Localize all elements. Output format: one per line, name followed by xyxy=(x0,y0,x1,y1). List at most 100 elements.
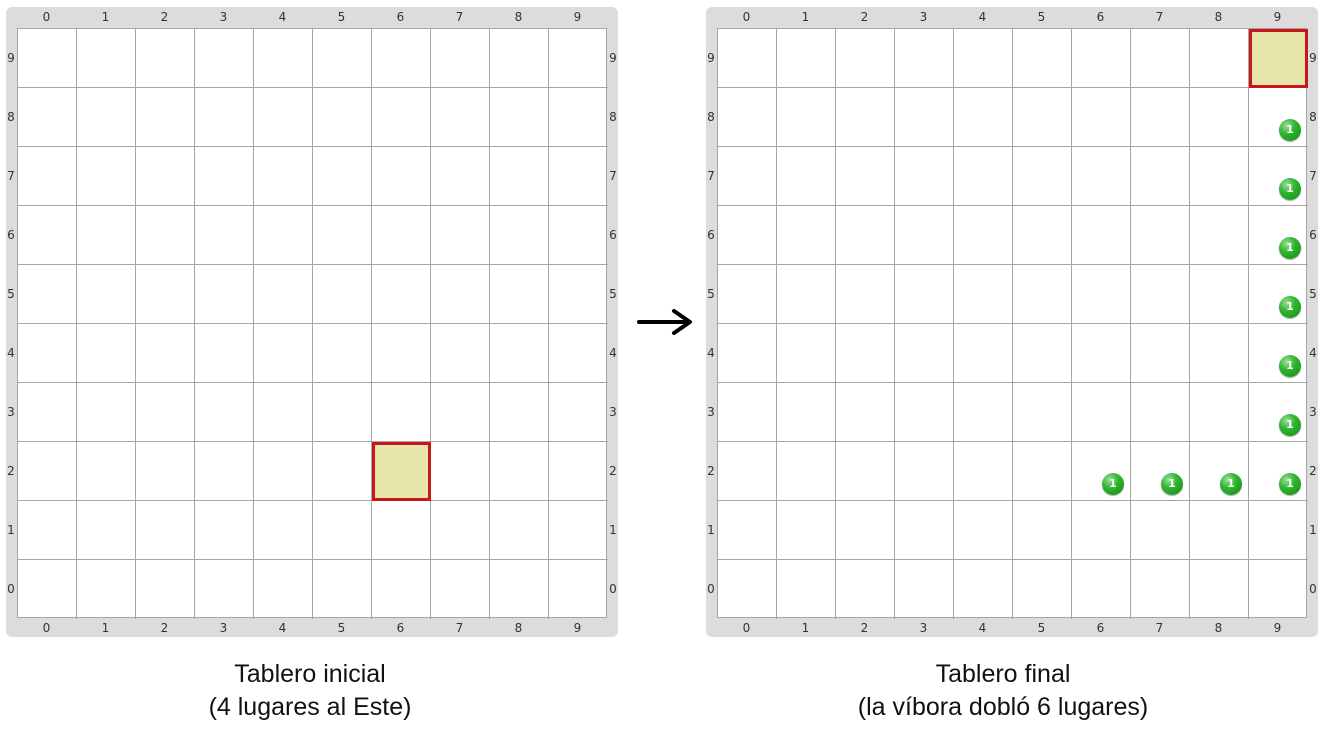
column-label-top: 0 xyxy=(42,10,51,24)
grid-cell xyxy=(431,206,490,265)
grid-cell xyxy=(372,383,431,442)
grid-initial xyxy=(17,28,608,619)
grid-cell xyxy=(1131,147,1190,206)
row-label-left: 5 xyxy=(7,286,15,301)
grid-cell xyxy=(431,29,490,88)
grid-cell xyxy=(490,501,549,560)
grid-cell xyxy=(313,501,372,560)
grid-cell xyxy=(490,265,549,324)
grid-cell xyxy=(372,88,431,147)
grid-cell xyxy=(195,206,254,265)
grid-cell xyxy=(490,383,549,442)
column-label-top: 6 xyxy=(396,10,405,24)
grid-cell xyxy=(895,442,954,501)
column-label-top: 5 xyxy=(337,10,346,24)
caption-final-title: Tablero final xyxy=(935,660,1071,688)
row-label-right: 8 xyxy=(1309,109,1317,124)
green-marble-icon: 1 xyxy=(1279,119,1301,141)
grid-cell xyxy=(1072,324,1131,383)
grid-cell xyxy=(18,501,77,560)
marble-count: 1 xyxy=(1286,241,1294,254)
grid-cell xyxy=(1190,88,1249,147)
grid-cell xyxy=(1072,147,1131,206)
column-label-top: 4 xyxy=(978,10,987,24)
row-label-right: 0 xyxy=(609,581,617,596)
row-label-right: 4 xyxy=(1309,345,1317,360)
grid-cell xyxy=(549,442,608,501)
green-marble-icon: 1 xyxy=(1220,473,1242,495)
green-marble-icon: 1 xyxy=(1161,473,1183,495)
column-label-bottom: 0 xyxy=(42,621,51,635)
grid-cell xyxy=(1072,88,1131,147)
row-label-right: 9 xyxy=(1309,50,1317,65)
grid-cell xyxy=(836,29,895,88)
grid-cell xyxy=(372,324,431,383)
grid-cell xyxy=(372,147,431,206)
board-initial: 0 0 0 0 1 1 1 1 2 2 2 2 3 3 3 3 4 4 4 4 5 5 5 5 6 6 6 6 7 7 7 7 8 8 8 8 9 9 9 9 xyxy=(6,7,618,637)
row-label-right: 2 xyxy=(609,463,617,478)
row-label-right: 1 xyxy=(1309,522,1317,537)
grid-cell xyxy=(954,324,1013,383)
grid-cell xyxy=(1131,206,1190,265)
grid-cell xyxy=(1190,442,1249,501)
grid-cell xyxy=(1131,501,1190,560)
grid-cell xyxy=(77,560,136,619)
grid-cell xyxy=(195,501,254,560)
column-label-top: 6 xyxy=(1096,10,1105,24)
grid-cell xyxy=(431,88,490,147)
grid-cell xyxy=(136,265,195,324)
green-marble-icon: 1 xyxy=(1279,473,1301,495)
grid-cell xyxy=(136,88,195,147)
grid-cell xyxy=(895,501,954,560)
grid-cell xyxy=(1072,501,1131,560)
grid-cell xyxy=(1072,383,1131,442)
row-label-left: 6 xyxy=(707,227,715,242)
grid-cell xyxy=(1013,88,1072,147)
column-label-bottom: 1 xyxy=(101,621,110,635)
column-label-top: 1 xyxy=(801,10,810,24)
grid-cell xyxy=(490,324,549,383)
grid-cell xyxy=(718,442,777,501)
marble-count: 1 xyxy=(1168,477,1176,490)
marble-count: 1 xyxy=(1109,477,1117,490)
grid-cell xyxy=(549,265,608,324)
grid-cell xyxy=(836,442,895,501)
grid-cell xyxy=(490,147,549,206)
grid-cell xyxy=(718,206,777,265)
grid-cell xyxy=(77,29,136,88)
row-label-right: 7 xyxy=(609,168,617,183)
grid-cell xyxy=(1190,29,1249,88)
grid-cell xyxy=(431,324,490,383)
grid-cell xyxy=(136,206,195,265)
grid-cell xyxy=(18,383,77,442)
row-label-left: 7 xyxy=(707,168,715,183)
column-label-bottom: 8 xyxy=(514,621,523,635)
grid-cell xyxy=(954,501,1013,560)
row-label-right: 2 xyxy=(1309,463,1317,478)
grid-cell xyxy=(777,501,836,560)
row-label-left: 0 xyxy=(7,581,15,596)
grid-cell xyxy=(549,206,608,265)
grid-cell xyxy=(895,29,954,88)
grid-cell xyxy=(1249,147,1308,206)
row-label-right: 5 xyxy=(1309,286,1317,301)
row-label-right: 6 xyxy=(609,227,617,242)
grid-cell xyxy=(254,501,313,560)
marble-count: 1 xyxy=(1286,300,1294,313)
grid-cell xyxy=(895,383,954,442)
grid-cell xyxy=(1013,383,1072,442)
grid-cell xyxy=(195,265,254,324)
grid-cell xyxy=(1013,147,1072,206)
grid-cell xyxy=(313,442,372,501)
grid-cell xyxy=(254,147,313,206)
grid-cell xyxy=(254,560,313,619)
column-label-bottom: 7 xyxy=(1155,621,1164,635)
column-label-bottom: 2 xyxy=(860,621,869,635)
grid-cell xyxy=(1131,442,1190,501)
column-label-top: 2 xyxy=(160,10,169,24)
grid-cell xyxy=(372,265,431,324)
grid-cell xyxy=(195,383,254,442)
grid-cell xyxy=(718,147,777,206)
grid-cell xyxy=(1072,29,1131,88)
grid-cell xyxy=(836,88,895,147)
